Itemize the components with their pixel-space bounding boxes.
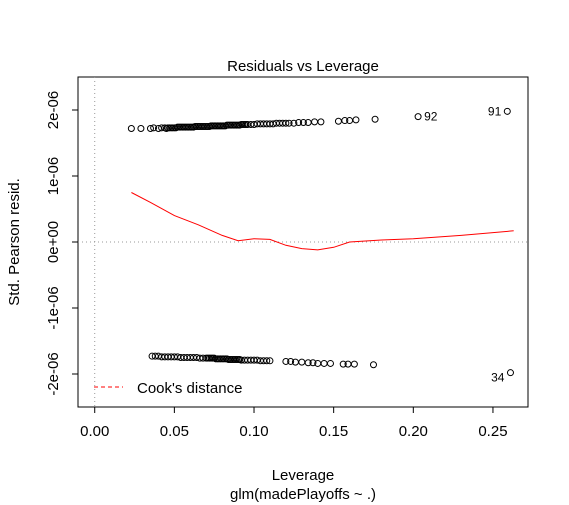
data-point bbox=[266, 357, 274, 365]
data-point bbox=[282, 357, 290, 365]
chart-title: Residuals vs Leverage bbox=[227, 58, 379, 75]
y-tick-label: 2e-06 bbox=[45, 91, 62, 129]
data-point bbox=[127, 124, 135, 132]
data-point bbox=[285, 119, 293, 127]
point-label: 34 bbox=[491, 371, 505, 385]
x-axis-label: Leverage bbox=[272, 467, 335, 484]
x-tick-label: 0.25 bbox=[478, 423, 507, 440]
legend-label: Cook's distance bbox=[137, 380, 242, 397]
data-point bbox=[299, 119, 307, 127]
x-tick-label: 0.10 bbox=[239, 423, 268, 440]
y-tick-label: 1e-06 bbox=[45, 157, 62, 195]
point-label: 91 bbox=[488, 104, 502, 118]
data-point bbox=[503, 107, 511, 115]
data-point bbox=[369, 361, 377, 369]
data-point bbox=[320, 359, 328, 367]
data-point bbox=[298, 358, 306, 366]
data-point bbox=[146, 124, 154, 132]
data-point bbox=[506, 369, 514, 377]
data-point bbox=[282, 119, 290, 127]
data-point bbox=[309, 359, 317, 367]
data-point bbox=[352, 116, 360, 124]
data-point bbox=[334, 117, 342, 125]
data-point bbox=[150, 124, 158, 132]
data-point bbox=[137, 124, 145, 132]
plot-area: 0.00 0.05 0.10 0.15 0.20 0.25 -2e-06 -1e-06 0e+0… bbox=[45, 76, 529, 440]
data-point bbox=[304, 359, 312, 367]
y-tick-label: -1e-06 bbox=[45, 286, 62, 329]
point-label: 92 bbox=[424, 110, 438, 124]
x-tick-label: 0.20 bbox=[399, 423, 428, 440]
data-point bbox=[339, 360, 347, 368]
data-point bbox=[414, 113, 422, 121]
data-point bbox=[263, 357, 271, 365]
data-point bbox=[341, 117, 349, 125]
y-axis-label: Std. Pearson resid. bbox=[6, 178, 23, 306]
data-point bbox=[317, 118, 325, 126]
smoother-line bbox=[131, 192, 514, 251]
data-point bbox=[350, 360, 358, 368]
data-point bbox=[371, 115, 379, 123]
data-point bbox=[287, 357, 295, 365]
chart-subtitle: glm(madePlayoffs ~ .) bbox=[230, 486, 376, 503]
data-point bbox=[326, 359, 334, 367]
x-tick-label: 0.05 bbox=[160, 423, 189, 440]
x-tick-label: 0.15 bbox=[319, 423, 348, 440]
data-point bbox=[311, 118, 319, 126]
y-tick-label: 0e+00 bbox=[45, 221, 62, 263]
data-point bbox=[295, 119, 303, 127]
data-point bbox=[290, 119, 298, 127]
x-tick-label: 0.00 bbox=[80, 423, 109, 440]
y-tick-label: -2e-06 bbox=[45, 352, 62, 395]
